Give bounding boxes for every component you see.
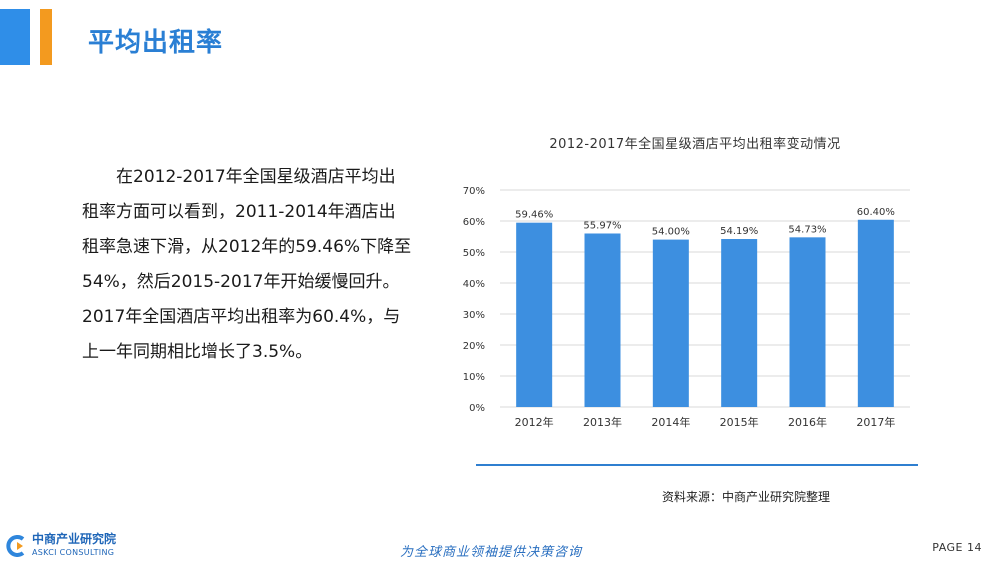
logo-text-cn: 中商产业研究院 [32, 532, 117, 546]
y-tick-label: 20% [463, 341, 485, 352]
bar [652, 239, 689, 407]
x-tick-label: 2013年 [583, 415, 622, 429]
page-title: 平均出租率 [88, 28, 224, 58]
y-tick-label: 30% [463, 310, 485, 321]
x-tick-label: 2014年 [651, 415, 690, 429]
data-label: 54.73% [788, 224, 826, 235]
y-tick-label: 70% [463, 186, 485, 197]
chart-title: 2012-2017年全国星级酒店平均出租率变动情况 [549, 137, 841, 152]
body-paragraph: 在2012-2017年全国星级酒店平均出租率方面可以看到，2011-2014年酒… [82, 167, 412, 362]
bar [584, 233, 621, 407]
page-number: PAGE 14 [932, 541, 982, 554]
y-tick-label: 40% [463, 279, 485, 290]
y-tick-label: 10% [463, 372, 485, 383]
y-tick-label: 60% [463, 217, 485, 228]
header-accent-blue-bar [0, 9, 30, 65]
bar [721, 239, 758, 407]
logo-icon [6, 535, 25, 557]
source-note: 资料来源：中商产业研究院整理 [662, 490, 831, 504]
x-tick-label: 2017年 [856, 415, 895, 429]
x-tick-label: 2016年 [788, 415, 827, 429]
data-label: 60.40% [857, 207, 895, 218]
bar [857, 219, 894, 407]
data-label: 54.00% [652, 227, 690, 238]
data-label: 55.97% [583, 220, 621, 231]
x-tick-label: 2015年 [720, 415, 759, 429]
y-tick-label: 50% [463, 248, 485, 259]
data-label: 54.19% [720, 226, 758, 237]
data-label: 59.46% [515, 210, 553, 221]
bar [789, 237, 826, 407]
source-divider [476, 464, 918, 466]
bar-chart: 0% 10% 20% 30% 40% 50% 60% 70% 59.46% 2012年 55.97%… [463, 186, 910, 429]
header-accent-orange-bar [40, 9, 52, 65]
logo-text-en: ASKCI CONSULTING [32, 548, 115, 557]
bar [516, 222, 553, 407]
y-tick-label: 0% [469, 403, 485, 414]
x-tick-label: 2012年 [515, 415, 554, 429]
company-logo: 中商产业研究院 ASKCI CONSULTING [6, 533, 116, 559]
footer-slogan: 为全球商业领袖提供决策咨询 [400, 545, 583, 560]
